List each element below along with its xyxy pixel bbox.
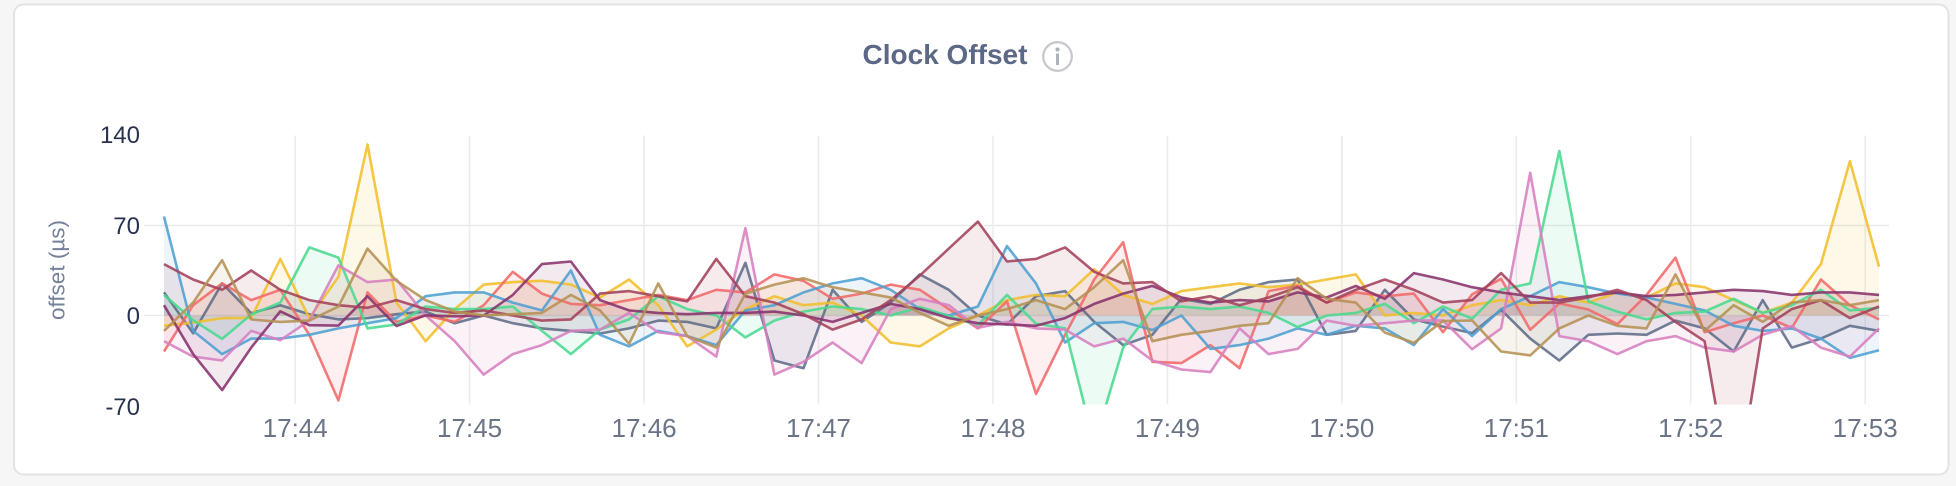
- svg-text:140: 140: [100, 122, 140, 149]
- svg-text:17:48: 17:48: [960, 413, 1025, 443]
- svg-text:17:46: 17:46: [612, 413, 677, 443]
- svg-text:0: 0: [127, 303, 140, 330]
- svg-text:Clock Offset: Clock Offset: [863, 39, 1028, 70]
- svg-text:17:47: 17:47: [786, 413, 851, 443]
- svg-text:17:53: 17:53: [1833, 413, 1898, 443]
- svg-text:17:44: 17:44: [263, 413, 328, 443]
- svg-text:17:45: 17:45: [437, 413, 502, 443]
- svg-text:offset (µs): offset (µs): [45, 220, 70, 320]
- svg-text:-70: -70: [105, 394, 140, 421]
- svg-text:17:49: 17:49: [1135, 413, 1200, 443]
- svg-text:17:51: 17:51: [1484, 413, 1549, 443]
- svg-text:17:50: 17:50: [1309, 413, 1374, 443]
- svg-text:70: 70: [113, 213, 140, 240]
- svg-text:17:52: 17:52: [1658, 413, 1723, 443]
